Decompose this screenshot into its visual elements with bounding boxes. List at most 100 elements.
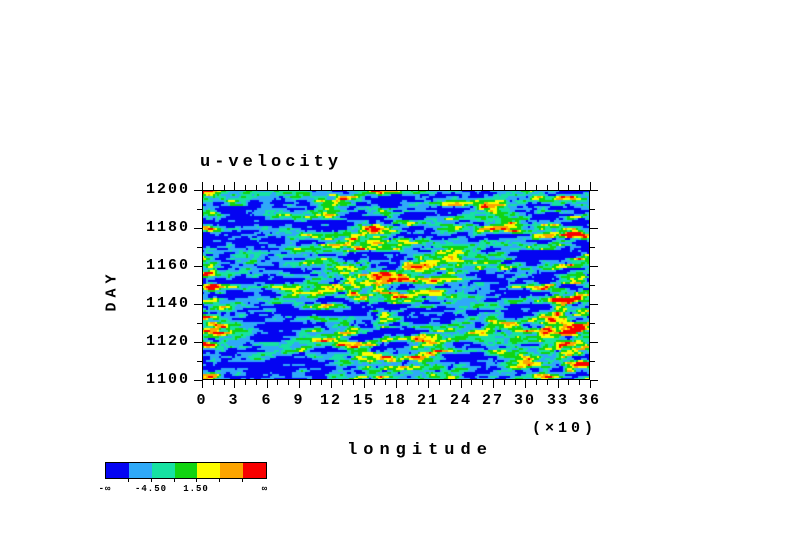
x-tick	[461, 380, 462, 388]
colorbar-segment	[106, 463, 129, 478]
x-tick	[407, 380, 408, 385]
y-tick-right	[590, 190, 598, 191]
y-tick-label: 1100	[145, 371, 190, 388]
x-tick-top	[525, 182, 526, 190]
y-tick	[197, 209, 202, 210]
y-tick-right	[590, 380, 598, 381]
x-tick-top	[234, 182, 235, 190]
x-tick	[385, 380, 386, 385]
x-tick	[374, 380, 375, 385]
x-tick	[482, 380, 483, 385]
y-tick	[197, 361, 202, 362]
x-tick-top	[439, 185, 440, 190]
y-tick	[197, 285, 202, 286]
y-tick	[194, 190, 202, 191]
y-tick	[197, 323, 202, 324]
x-tick-top	[418, 185, 419, 190]
x-tick-top	[224, 185, 225, 190]
y-tick	[194, 228, 202, 229]
y-tick-right	[590, 247, 595, 248]
x-tick	[536, 380, 537, 385]
x-tick	[439, 380, 440, 385]
x-tick	[213, 380, 214, 385]
y-tick	[197, 247, 202, 248]
y-tick-label: 1160	[145, 257, 190, 274]
x-axis-title: longitude	[347, 441, 493, 460]
colorbar-tick	[196, 478, 197, 482]
x-tick-label: 6	[261, 392, 273, 409]
x-tick	[353, 380, 354, 385]
colorbar-tick	[219, 478, 220, 482]
x-tick-top	[299, 182, 300, 190]
x-tick-top	[321, 185, 322, 190]
x-tick	[504, 380, 505, 385]
x-tick-top	[536, 185, 537, 190]
x-tick	[331, 380, 332, 388]
x-tick	[471, 380, 472, 385]
x-tick-label: 24	[449, 392, 473, 409]
x-tick	[396, 380, 397, 388]
x-tick	[310, 380, 311, 385]
y-tick-label: 1120	[145, 333, 190, 350]
y-tick-right	[590, 228, 598, 229]
x-tick-label: 0	[196, 392, 208, 409]
x-tick-top	[558, 182, 559, 190]
y-tick-right	[590, 342, 598, 343]
y-tick	[194, 304, 202, 305]
colorbar-label: ∞	[261, 484, 269, 494]
y-tick-right	[590, 323, 595, 324]
x-tick-label: 36	[578, 392, 602, 409]
x-tick	[245, 380, 246, 385]
x-tick-label: 9	[293, 392, 305, 409]
x-tick-top	[428, 182, 429, 190]
x-tick-top	[245, 185, 246, 190]
x-tick-label: 33	[546, 392, 570, 409]
x-tick-label: 18	[384, 392, 408, 409]
x-tick-top	[342, 185, 343, 190]
colorbar-tick	[242, 478, 243, 482]
x-tick	[525, 380, 526, 388]
x-tick	[450, 380, 451, 385]
x-tick	[568, 380, 569, 385]
x-tick-top	[579, 185, 580, 190]
colorbar-tick	[151, 478, 152, 482]
x-tick-top	[547, 185, 548, 190]
y-tick-label: 1200	[145, 181, 190, 198]
x-tick	[321, 380, 322, 385]
x-tick-top	[396, 182, 397, 190]
colorbar-segment	[128, 463, 152, 478]
x-tick	[579, 380, 580, 385]
x-axis-multiplier: (×10)	[531, 420, 597, 437]
x-tick	[558, 380, 559, 388]
x-tick-top	[310, 185, 311, 190]
x-tick-label: 30	[513, 392, 537, 409]
x-tick	[428, 380, 429, 388]
colorbar-segment	[197, 463, 221, 478]
x-tick	[299, 380, 300, 388]
x-tick-label: 27	[481, 392, 505, 409]
x-tick-top	[267, 182, 268, 190]
x-tick-top	[568, 185, 569, 190]
colorbar-segment	[220, 463, 244, 478]
colorbar-label: -4.50	[134, 484, 168, 494]
colorbar-segment	[151, 463, 175, 478]
y-tick	[194, 266, 202, 267]
x-tick-top	[374, 185, 375, 190]
x-tick-top	[277, 185, 278, 190]
x-tick	[224, 380, 225, 385]
y-tick-right	[590, 209, 595, 210]
x-tick-label: 12	[319, 392, 343, 409]
x-tick-label: 21	[416, 392, 440, 409]
y-tick-right	[590, 304, 598, 305]
x-tick-top	[385, 185, 386, 190]
x-tick-top	[450, 185, 451, 190]
y-tick	[194, 342, 202, 343]
x-tick	[364, 380, 365, 388]
y-tick-right	[590, 285, 595, 286]
x-tick-top	[364, 182, 365, 190]
x-tick-top	[353, 185, 354, 190]
x-tick-top	[202, 182, 203, 190]
x-tick	[234, 380, 235, 388]
y-tick-right	[590, 266, 598, 267]
